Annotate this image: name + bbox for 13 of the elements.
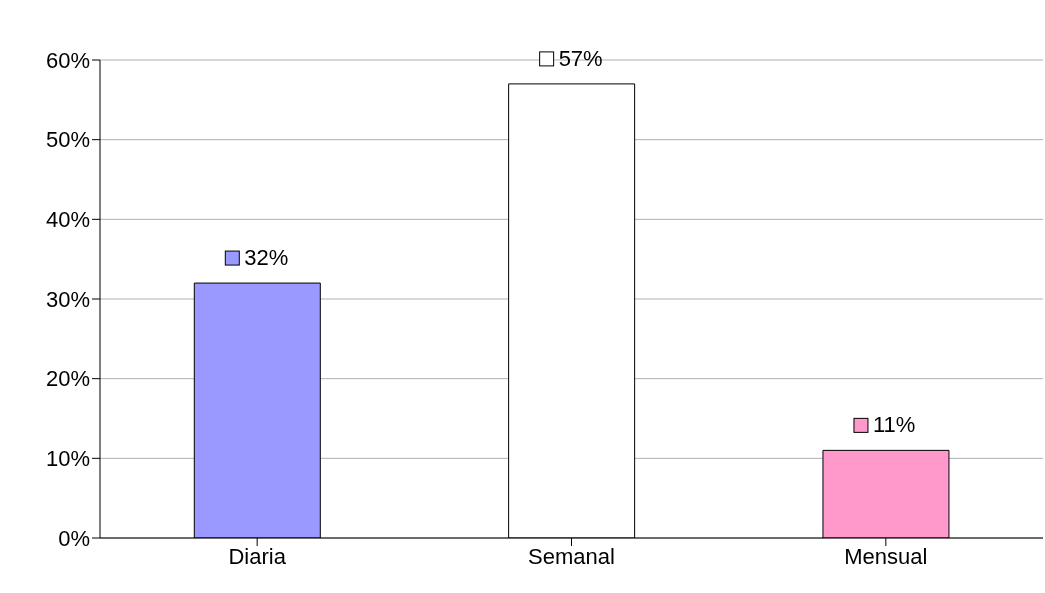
y-tick-label: 20%	[45, 366, 90, 392]
x-tick-label: Semanal	[528, 543, 615, 569]
y-tick-label: 30%	[45, 286, 90, 312]
y-tick-label: 40%	[45, 207, 90, 233]
y-tick-label: 0%	[58, 525, 90, 551]
y-tick-label: 50%	[45, 127, 90, 153]
data-label: 32%	[244, 245, 289, 271]
x-tick-label: Diaria	[228, 543, 287, 569]
y-tick-label: 60%	[45, 47, 90, 73]
y-tick-label: 10%	[45, 446, 90, 472]
data-label: 57%	[558, 45, 603, 71]
x-tick-label: Mensual	[844, 543, 928, 569]
data-label: 11%	[872, 412, 916, 438]
